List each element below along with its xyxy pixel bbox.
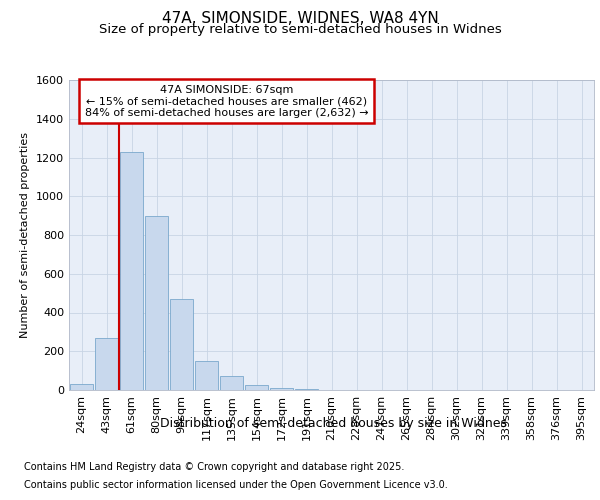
Y-axis label: Number of semi-detached properties: Number of semi-detached properties	[20, 132, 31, 338]
Bar	[145, 216, 168, 390]
Text: 47A SIMONSIDE: 67sqm
← 15% of semi-detached houses are smaller (462)
84% of semi: 47A SIMONSIDE: 67sqm ← 15% of semi-detac…	[85, 84, 368, 118]
Bar	[120, 152, 143, 390]
Text: Size of property relative to semi-detached houses in Widnes: Size of property relative to semi-detach…	[98, 22, 502, 36]
Bar	[195, 361, 218, 390]
Text: Contains HM Land Registry data © Crown copyright and database right 2025.: Contains HM Land Registry data © Crown c…	[24, 462, 404, 472]
Text: Contains public sector information licensed under the Open Government Licence v3: Contains public sector information licen…	[24, 480, 448, 490]
Bar	[170, 299, 193, 390]
Bar	[270, 388, 293, 390]
Text: 47A, SIMONSIDE, WIDNES, WA8 4YN: 47A, SIMONSIDE, WIDNES, WA8 4YN	[161, 11, 439, 26]
Bar	[95, 338, 118, 390]
Bar	[245, 385, 268, 390]
Text: Distribution of semi-detached houses by size in Widnes: Distribution of semi-detached houses by …	[160, 418, 506, 430]
Bar	[220, 376, 243, 390]
Bar	[70, 384, 93, 390]
